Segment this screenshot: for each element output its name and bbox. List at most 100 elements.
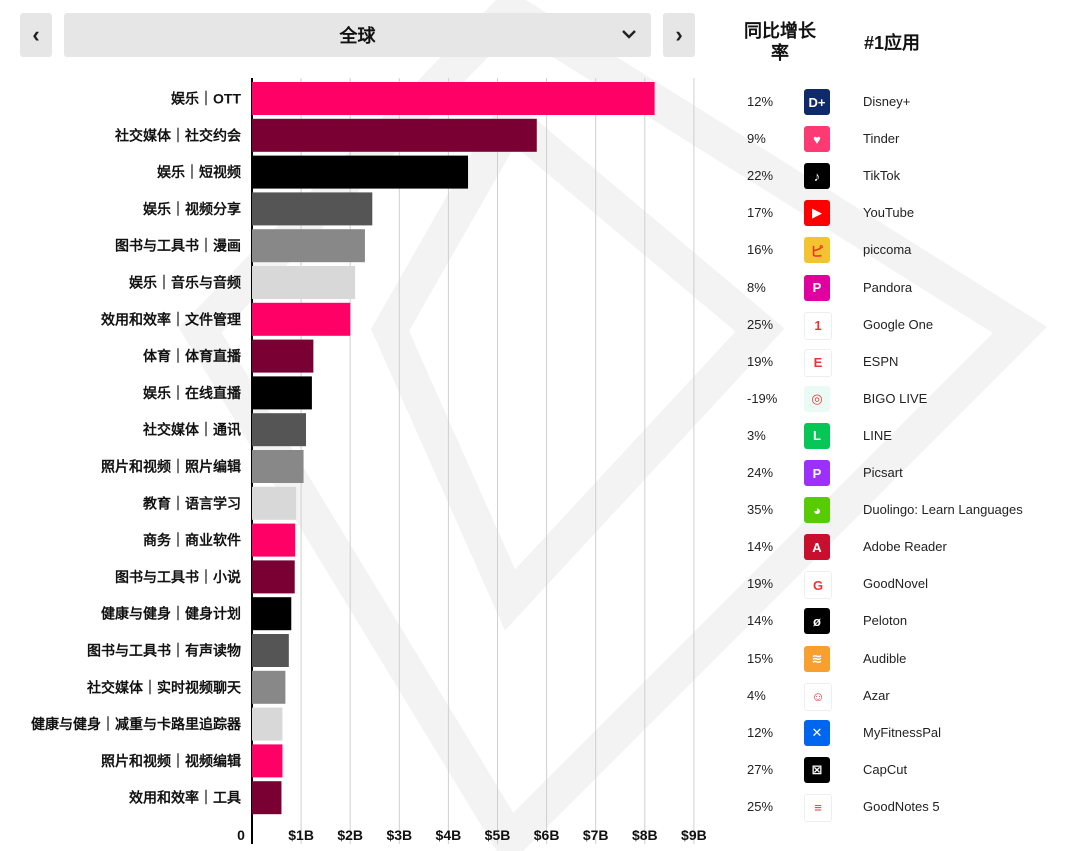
x-tick-label: 0	[237, 827, 245, 843]
x-tick-label: $3B	[386, 827, 412, 843]
adobe-reader-icon: A	[804, 534, 830, 561]
yoy-value: 14%	[747, 613, 774, 629]
app-name: Google One	[863, 316, 934, 332]
yoy-value: 12%	[747, 94, 774, 109]
previous-button[interactable]: ‹	[20, 13, 52, 57]
google-one-icon: 1	[804, 311, 832, 340]
category-label: 教育｜语言学习	[143, 495, 241, 511]
category-label: 社交媒体｜社交约会	[114, 127, 242, 143]
azar-icon: ☺	[804, 682, 832, 711]
yoy-value: 25%	[747, 316, 774, 332]
yoy-value: 4%	[747, 687, 766, 703]
category-label: 健康与健身｜减重与卡路里追踪器	[31, 716, 242, 732]
next-button[interactable]: ›	[663, 13, 695, 57]
app-row: 19% E ESPN	[735, 347, 1075, 377]
goodnovel-icon: G	[804, 571, 832, 600]
app-name: CapCut	[863, 761, 908, 777]
app-name: GoodNotes 5	[863, 798, 940, 814]
bar	[252, 302, 351, 336]
app-name: Duolingo: Learn Languages	[863, 502, 1023, 518]
yoy-value: 12%	[747, 724, 774, 740]
x-tick-label: $5B	[485, 827, 511, 843]
yoy-value: 14%	[747, 539, 774, 555]
chevron-down-icon	[622, 30, 636, 39]
bar	[252, 413, 307, 447]
x-tick-label: $6B	[534, 827, 560, 843]
yoy-value: 16%	[747, 242, 774, 258]
x-tick-label: $2B	[337, 827, 363, 843]
disney-plus-icon: D+	[804, 89, 830, 115]
bar	[252, 266, 356, 299]
espn-icon: E	[804, 348, 832, 377]
bar	[252, 155, 469, 189]
region-selected-value: 全球	[339, 26, 376, 46]
category-label: 照片和视频｜视频编辑	[101, 753, 241, 769]
app-name: BIGO LIVE	[863, 390, 928, 406]
region-dropdown[interactable]: 全球	[64, 13, 651, 57]
app-row: 14% ø Peloton	[735, 606, 1075, 636]
x-tick-label: $9B	[681, 827, 707, 843]
app-name: Pandora	[863, 279, 913, 295]
yoy-value: 15%	[747, 650, 774, 666]
app-name: Picsart	[863, 465, 903, 480]
tiktok-icon: ♪	[804, 163, 830, 190]
app-name: TikTok	[863, 168, 901, 184]
yoy-header-line: 率	[771, 43, 789, 63]
app-name: Disney+	[863, 94, 911, 109]
chevron-right-icon: ›	[675, 22, 683, 47]
category-label: 娱乐｜音乐与音频	[129, 275, 241, 291]
category-label: 娱乐｜在线直播	[143, 385, 242, 401]
app-row: 14% A Adobe Reader	[735, 532, 1075, 562]
bigo-live-icon: ◎	[804, 385, 830, 412]
x-tick-label: $7B	[583, 827, 609, 843]
bar	[252, 560, 295, 594]
bar	[252, 781, 282, 815]
app-name: Azar	[863, 687, 890, 703]
app-name: Audible	[863, 650, 907, 666]
goodnotes-icon: ≡	[804, 793, 832, 822]
category-label: 图书与工具书｜有声读物	[87, 643, 241, 659]
duolingo-icon: ◕	[804, 497, 830, 524]
revenue-bar-chart: 娱乐｜OTT 社交媒体｜社交约会娱乐｜短视频娱乐｜视频分享图书与工具书｜漫画娱乐｜…	[31, 78, 707, 844]
app-row: 3% L LINE	[735, 421, 1075, 451]
bar	[252, 229, 365, 263]
app-row: 9% ♥ Tinder	[735, 124, 1075, 154]
app-name: piccoma	[863, 242, 912, 258]
x-tick-label: $4B	[436, 827, 462, 843]
peloton-icon: ø	[804, 608, 830, 635]
bar	[252, 670, 286, 704]
category-label: 效用和效率｜工具	[129, 790, 241, 806]
yoy-value: -19%	[747, 390, 778, 406]
yoy-value: 17%	[747, 205, 774, 221]
app-row: 16% ピ piccoma	[735, 235, 1075, 265]
line-icon: L	[804, 422, 830, 449]
app-row: 35% ◕ Duolingo: Learn Languages	[735, 495, 1075, 525]
capcut-icon: ⊠	[804, 756, 830, 783]
app-name: GoodNovel	[863, 576, 929, 592]
app-row: 8% P Pandora	[735, 273, 1075, 303]
yoy-value: 8%	[747, 279, 766, 295]
picsart-icon: P	[804, 460, 830, 486]
category-label: 娱乐｜短视频	[157, 164, 241, 180]
bar	[252, 597, 292, 631]
bar	[252, 450, 304, 483]
app-row: 25% 1 Google One	[735, 310, 1075, 340]
x-tick-label: $8B	[632, 827, 658, 843]
x-tick-label: $1B	[288, 827, 314, 843]
yoy-value: 24%	[747, 465, 774, 480]
bar	[252, 486, 297, 520]
category-label: 商务｜商业软件	[143, 532, 241, 548]
app-name: ESPN	[863, 353, 899, 369]
app-row: 4% ☺ Azar	[735, 681, 1075, 711]
yoy-value: 3%	[747, 427, 766, 443]
app-row: 17% ▶ YouTube	[735, 198, 1075, 228]
myfitnesspal-icon: ✕	[804, 719, 830, 746]
top-app-column-header: #1应用	[864, 33, 921, 53]
app-row: 24% P Picsart	[735, 458, 1075, 488]
bar	[252, 339, 314, 373]
app-row: 25% ≡ GoodNotes 5	[735, 792, 1075, 822]
category-label: 照片和视频｜照片编辑	[101, 459, 241, 475]
category-label: 图书与工具书｜漫画	[115, 238, 241, 254]
bar	[252, 707, 283, 741]
pandora-icon: P	[804, 274, 830, 301]
